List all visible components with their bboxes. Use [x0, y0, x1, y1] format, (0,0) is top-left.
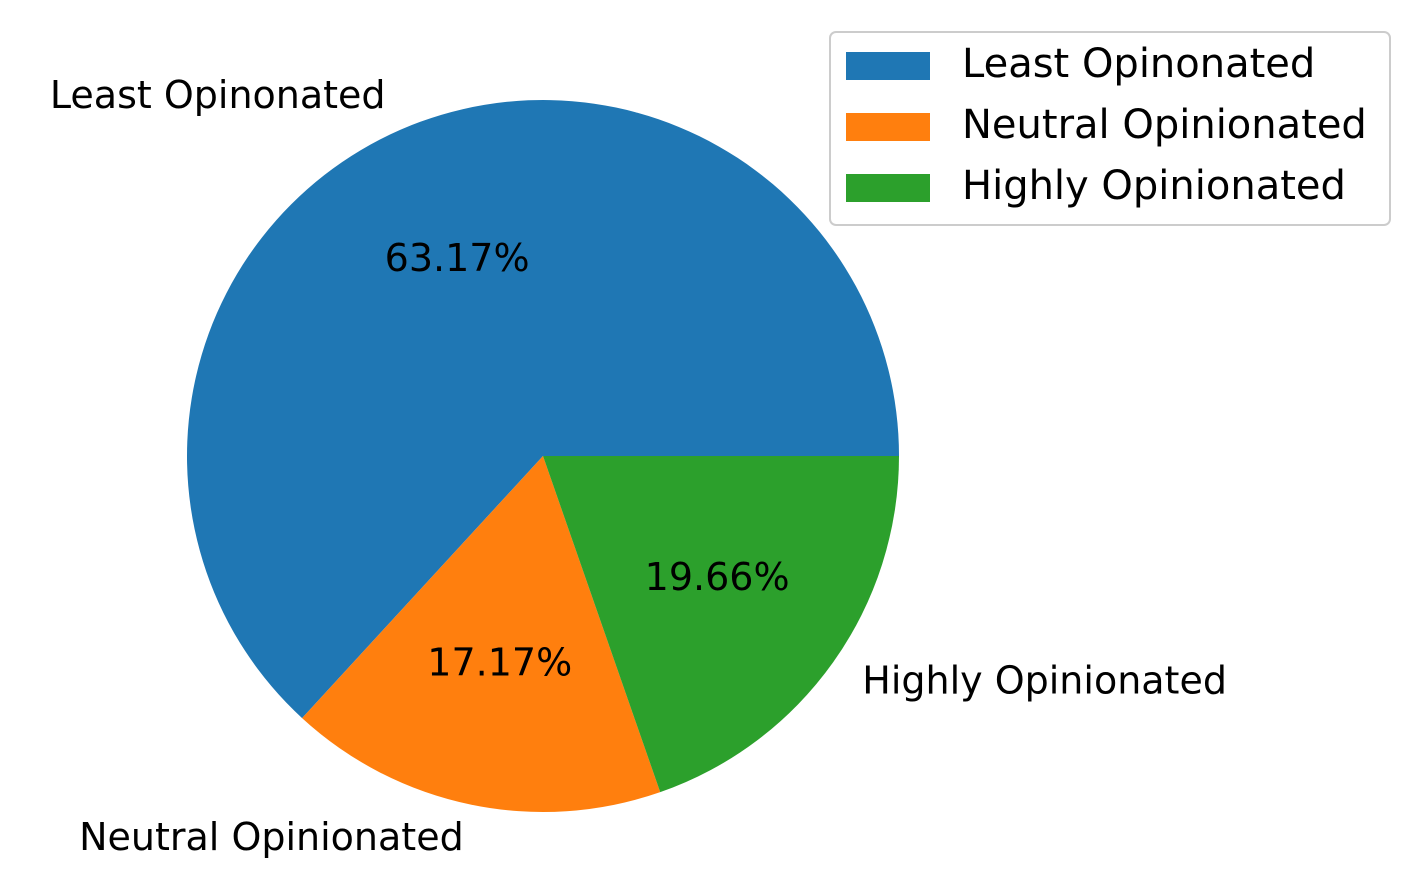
- legend-entries: Least Opinonated Neutral Opinionated Highl…: [846, 41, 1367, 209]
- pie-slice-least-opinonated: [187, 100, 899, 719]
- percent-label-neutral-opinionated: 17.17%: [427, 641, 572, 685]
- percent-label-highly-opinionated: 19.66%: [645, 555, 790, 599]
- legend-swatch-least-opinonated: [846, 52, 930, 80]
- slice-labels: Least Opinonated Neutral Opinionated Highl…: [50, 73, 1227, 859]
- pie-slice-highly-opinionated: [543, 456, 899, 793]
- legend-swatch-highly-opinionated: [846, 174, 930, 202]
- slice-label-least-opinonated: Least Opinonated: [50, 73, 386, 117]
- pie-slices: [187, 100, 899, 812]
- percent-label-least-opinonated: 63.17%: [385, 236, 530, 280]
- legend-label-highly-opinionated: Highly Opinionated: [962, 163, 1346, 209]
- legend-label-neutral-opinionated: Neutral Opinionated: [962, 102, 1367, 148]
- legend-label-least-opinonated: Least Opinonated: [962, 41, 1315, 87]
- legend: Least Opinonated Neutral Opinionated Highl…: [829, 31, 1391, 226]
- slice-label-highly-opinionated: Highly Opinionated: [862, 658, 1227, 702]
- pie-slice-neutral-opinionated: [302, 456, 661, 812]
- legend-frame: [829, 31, 1391, 226]
- slice-label-neutral-opinionated: Neutral Opinionated: [79, 815, 464, 859]
- legend-swatch-neutral-opinionated: [846, 113, 930, 141]
- percent-labels: 63.17% 17.17% 19.66%: [385, 236, 790, 685]
